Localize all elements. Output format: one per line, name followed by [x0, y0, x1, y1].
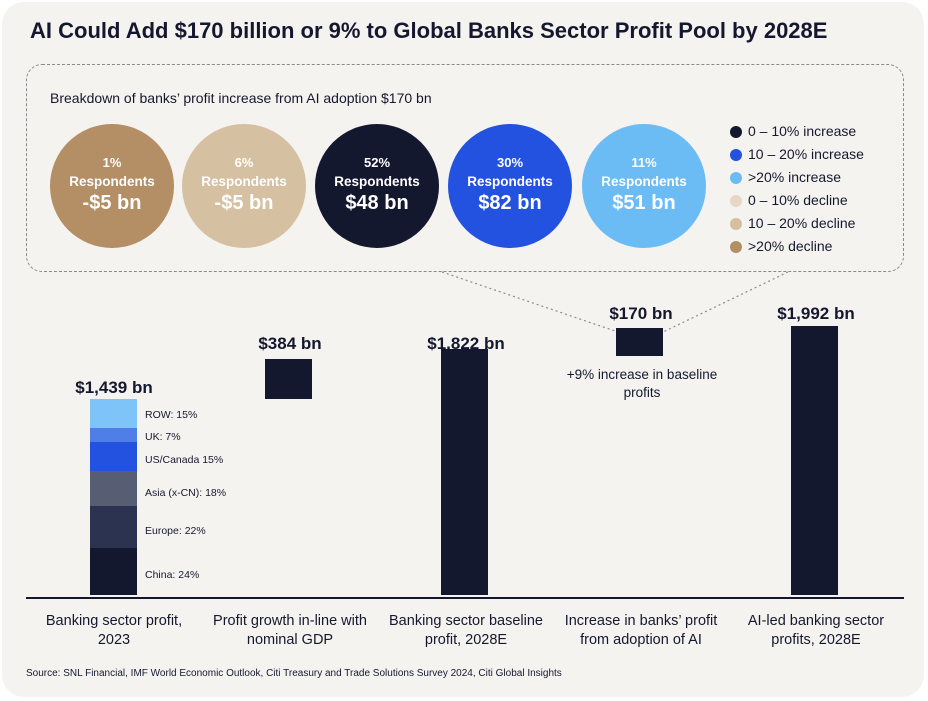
stack-segment [90, 548, 137, 595]
respondent-circle: 52% Respondents $48 bn [315, 124, 439, 248]
x-axis-line [26, 597, 904, 599]
respondent-circle: 30% Respondents $82 bn [448, 124, 572, 248]
respondent-circle: 6% Respondents -$5 bn [182, 124, 306, 248]
circle-value: -$5 bn [82, 192, 142, 214]
bar [615, 328, 663, 356]
respondent-circle: 11% Respondents $51 bn [582, 124, 706, 248]
legend-dot [730, 241, 742, 253]
legend-label: >20% decline [748, 238, 833, 254]
segment-label: US/Canada 15% [145, 454, 224, 466]
circle-percent: 11% [631, 155, 657, 170]
legend-dot [730, 195, 742, 207]
circle-value: $48 bn [345, 192, 409, 214]
chart-title: AI Could Add $170 billion or 9% to Globa… [30, 18, 828, 43]
bar-value-label: $1,822 bn [427, 334, 505, 353]
circle-respondents-label: Respondents [69, 174, 155, 189]
circle-respondents-label: Respondents [467, 174, 553, 189]
legend-dot [730, 218, 742, 230]
stack-segment [90, 441, 137, 471]
circle-value: $82 bn [478, 192, 542, 214]
respondent-circle: 1% Respondents -$5 bn [50, 124, 174, 248]
stack-segment [90, 505, 137, 549]
stack-segment [90, 427, 137, 442]
circle-percent: 52% [363, 155, 391, 170]
category-label: Banking sector baseline profit, 2028E [389, 613, 543, 648]
circle-value: -$5 bn [214, 192, 274, 214]
legend-label: 10 – 20% decline [748, 215, 856, 231]
bar-value-label: $170 bn [609, 304, 673, 323]
legend-dot [730, 126, 742, 138]
stack-segment [90, 470, 137, 506]
bar-value-label: $1,439 bn [75, 378, 153, 397]
category-label: Profit growth in-line with nominal GDP [213, 613, 367, 648]
circle-respondents-label: Respondents [601, 174, 687, 189]
legend-dot [730, 172, 742, 184]
segment-label: Europe: 22% [145, 525, 206, 537]
bar [264, 359, 312, 399]
legend-dot [730, 149, 742, 161]
category-label: Increase in banks’ profit from adoption … [564, 613, 718, 648]
bar-value-label: $1,992 bn [777, 304, 855, 323]
legend-label: 10 – 20% increase [748, 146, 864, 162]
circle-respondents-label: Respondents [201, 174, 287, 189]
circle-percent: 1% [102, 155, 122, 170]
legend-label: 0 – 10% increase [748, 123, 857, 139]
stack-segment [90, 398, 137, 428]
bar [440, 349, 488, 595]
bar [790, 326, 838, 595]
legend-label: 0 – 10% decline [748, 192, 848, 208]
category-label: AI-led banking sector profits, 2028E [747, 613, 885, 648]
circle-value: $51 bn [612, 192, 676, 214]
segment-label: ROW: 15% [145, 409, 198, 421]
increase-annotation: +9% increase in baseline profits [566, 367, 718, 400]
circle-respondents-label: Respondents [334, 174, 420, 189]
breakdown-panel [26, 64, 904, 272]
bar-value-label: $384 bn [258, 334, 322, 353]
legend-label: >20% increase [748, 169, 842, 185]
source-note: Source: SNL Financial, IMF World Economi… [26, 668, 562, 679]
segment-label: Asia (x-CN): 18% [145, 487, 227, 499]
category-label: Banking sector profit, 2023 [45, 613, 183, 648]
circle-percent: 6% [234, 155, 254, 170]
segment-label: China: 24% [145, 569, 200, 581]
segment-label: UK: 7% [145, 431, 181, 443]
breakdown-subtitle: Breakdown of banks’ profit increase from… [50, 90, 432, 106]
circle-percent: 30% [496, 155, 524, 170]
